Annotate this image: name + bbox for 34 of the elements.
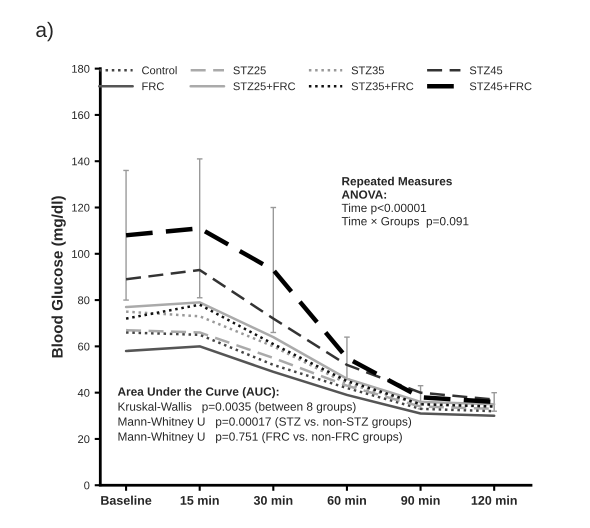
- y-tick-label: 40: [78, 388, 90, 397]
- y-tick-label: 160: [72, 111, 90, 120]
- annotation: Time × Groups p=0.091: [342, 216, 468, 228]
- x-tick-label: 120 min: [472, 496, 517, 505]
- legend-label: STZ35: [352, 66, 384, 74]
- legend-label: STZ35+FRC: [352, 82, 414, 90]
- y-tick-label: 60: [78, 342, 90, 351]
- x-tick-label: 60 min: [328, 496, 366, 505]
- y-tick-label: 100: [72, 250, 90, 258]
- y-tick-label: 120: [72, 204, 90, 212]
- y-tick-label: 140: [72, 157, 90, 166]
- y-tick-label: 0: [84, 482, 90, 490]
- annotation: Area Under the Curve (AUC):: [118, 387, 278, 398]
- y-tick-label: 80: [78, 296, 90, 304]
- x-tick-label: Baseline: [101, 496, 152, 505]
- annotation: ANOVA:: [342, 190, 386, 199]
- annotation: Repeated Measures: [342, 176, 452, 188]
- x-tick-label: 90 min: [401, 496, 440, 505]
- annotation: Kruskal-Wallis p=0.0035 (between 8 groups): [118, 402, 356, 414]
- legend-label: FRC: [142, 82, 164, 90]
- annotation: Mann-Whitney U p=0.751 (FRC vs. non-FRC groups): [118, 432, 402, 444]
- x-tick-label: 30 min: [254, 496, 292, 505]
- annotation: Time p<0.00001: [342, 203, 426, 214]
- y-axis-title: Blood Glucose (mg/dl): [51, 196, 66, 358]
- y-tick-label: 20: [78, 435, 90, 444]
- legend-label: STZ25+FRC: [233, 82, 296, 90]
- legend-label: STZ45: [470, 66, 502, 74]
- annotation: Mann-Whitney U p=0.00017 (STZ vs. non-STZ groups): [118, 417, 412, 428]
- legend-label: Control: [142, 66, 177, 74]
- x-tick-label: 15 min: [180, 496, 219, 505]
- legend-label: STZ45+FRC: [470, 82, 532, 90]
- text: a): [36, 22, 53, 42]
- y-tick-label: 180: [72, 64, 90, 73]
- legend-label: STZ25: [233, 66, 266, 74]
